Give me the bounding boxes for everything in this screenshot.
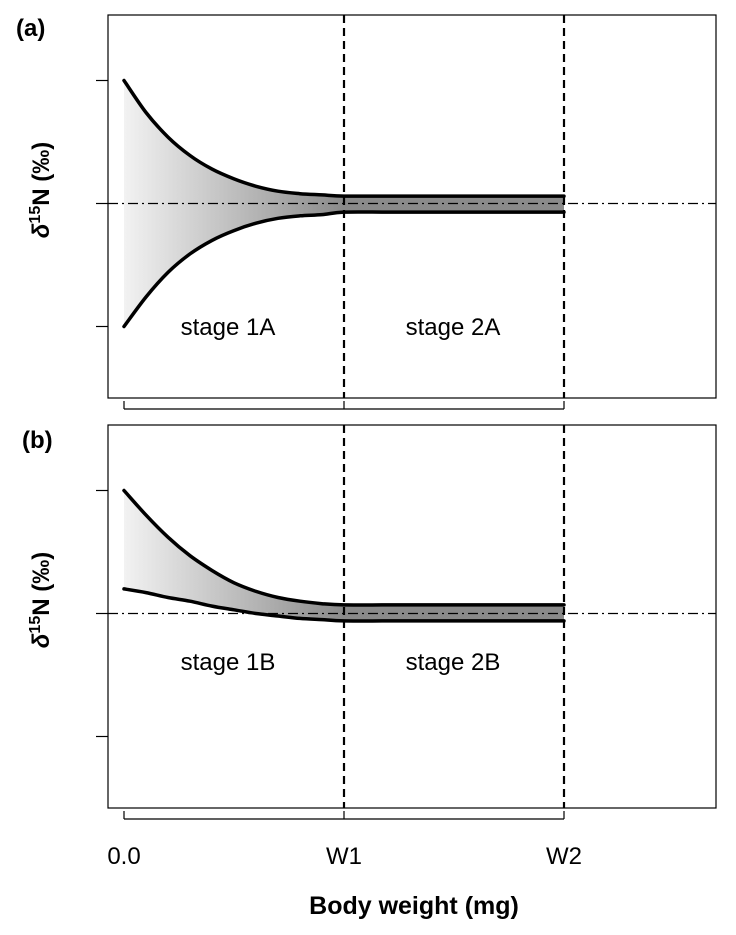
panel-b-lower-curve bbox=[122, 587, 566, 623]
x-tick-label: W1 bbox=[326, 843, 362, 870]
panel-a-upper-curve bbox=[122, 78, 566, 198]
panel-a-lower-curve bbox=[122, 210, 566, 329]
panel-b-frame bbox=[107, 424, 717, 809]
panel-b-y-symbol: δ bbox=[28, 633, 55, 648]
panel-a-x-ticks bbox=[123, 401, 565, 410]
panel-b-y-ticks bbox=[96, 489, 108, 738]
panel-b-upper-curve bbox=[122, 488, 566, 607]
x-tick-label: W2 bbox=[546, 843, 582, 870]
panel-b-x-ticks bbox=[123, 811, 565, 820]
panel-a: (a) stage 1A stage 2A δ15N (‰) bbox=[16, 14, 717, 410]
x-axis-label: Body weight (mg) bbox=[309, 892, 519, 920]
panel-b: (b) stage 1B stage 2B δ15N (‰) bbox=[22, 424, 717, 820]
panel-a-y-axis-label: δ15N (‰) bbox=[27, 142, 55, 238]
panel-b-label: (b) bbox=[22, 427, 53, 454]
panel-b-y-superscript: 15 bbox=[27, 616, 44, 634]
panel-b-stage-1-label: stage 1B bbox=[181, 649, 276, 676]
panel-b-y-unit: N (‰) bbox=[28, 552, 55, 616]
panel-b-stage-2-label: stage 2B bbox=[406, 649, 501, 676]
panel-b-y-axis-label: δ15N (‰) bbox=[27, 552, 55, 648]
panel-a-frame bbox=[107, 14, 717, 399]
panel-a-stage-1-label: stage 1A bbox=[181, 314, 276, 341]
panel-a-y-unit: N (‰) bbox=[28, 142, 55, 206]
x-tick-labels: 0.0 W1 W2 bbox=[107, 843, 582, 870]
panel-a-y-symbol: δ bbox=[28, 223, 55, 238]
panel-a-y-superscript: 15 bbox=[27, 206, 44, 224]
panel-a-stage-2-label: stage 2A bbox=[406, 314, 501, 341]
x-tick-label: 0.0 bbox=[107, 843, 140, 870]
panel-b-shaded-range bbox=[124, 490, 564, 621]
panel-a-y-ticks bbox=[96, 79, 108, 328]
panel-a-label: (a) bbox=[16, 15, 45, 42]
